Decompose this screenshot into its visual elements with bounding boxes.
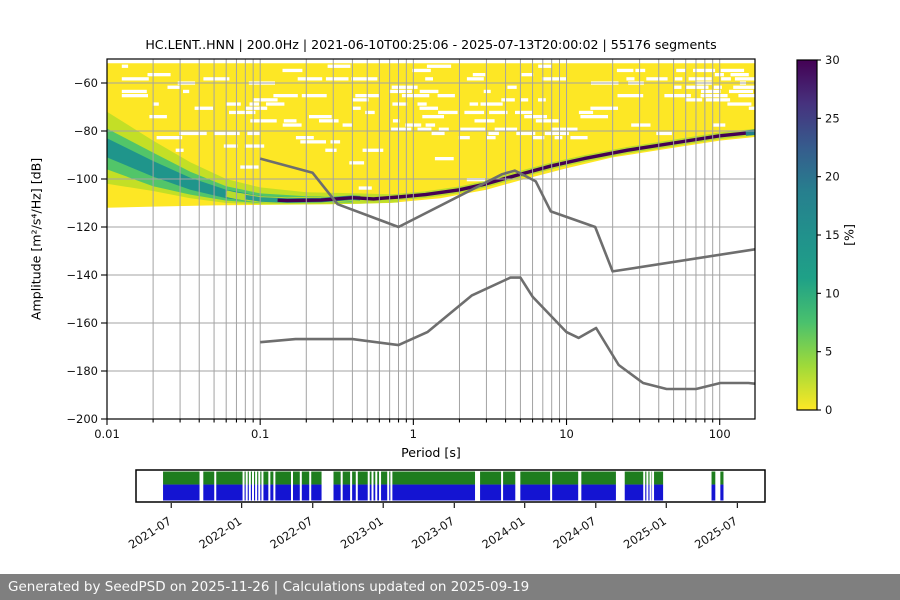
svg-text:1: 1	[410, 427, 417, 441]
colorbar-ticks: 0 5 10 15 20 25 30	[817, 53, 840, 417]
svg-text:2023-01: 2023-01	[338, 514, 386, 552]
svg-text:−140: −140	[66, 268, 98, 282]
svg-text:2025-07: 2025-07	[692, 514, 740, 552]
svg-text:−60: −60	[74, 76, 98, 90]
svg-text:30: 30	[825, 53, 840, 67]
svg-text:100: 100	[709, 427, 731, 441]
svg-text:20: 20	[825, 170, 840, 184]
svg-text:2022-01: 2022-01	[196, 514, 244, 552]
svg-text:2021-07: 2021-07	[126, 514, 174, 552]
footer-bar: Generated by SeedPSD on 2025-11-26 | Cal…	[0, 574, 900, 600]
plot-frame	[106, 58, 756, 420]
y-axis-label: Amplitude [m²/s⁴/Hz] [dB]	[28, 157, 44, 321]
x-axis-label: Period [s]	[401, 445, 461, 460]
svg-text:2025-01: 2025-01	[621, 514, 669, 552]
svg-text:15: 15	[825, 228, 840, 242]
axis-ticks	[101, 82, 721, 425]
gridlines	[107, 59, 755, 419]
colorbar-unit-label: [%]	[841, 224, 857, 246]
svg-text:−180: −180	[66, 364, 98, 378]
svg-text:0.1: 0.1	[251, 427, 269, 441]
svg-text:2023-07: 2023-07	[409, 514, 457, 552]
svg-text:2022-07: 2022-07	[267, 514, 315, 552]
plot-title: HC.LENT..HNN | 200.0Hz | 2021-06-10T00:2…	[145, 37, 717, 52]
svg-text:25: 25	[825, 111, 840, 125]
svg-text:5: 5	[825, 345, 832, 359]
svg-text:−120: −120	[66, 220, 98, 234]
availability-axis: 2021-07 2022-01 2022-07 2023-01 2023-07 2024-…	[126, 503, 740, 552]
svg-text:10: 10	[559, 427, 574, 441]
ppsd-histogram	[107, 63, 755, 208]
svg-text:−160: −160	[66, 316, 98, 330]
availability-bar	[135, 469, 766, 503]
svg-text:0.01: 0.01	[94, 427, 120, 441]
colorbar	[797, 60, 817, 410]
svg-text:2024-07: 2024-07	[550, 514, 598, 552]
svg-text:−200: −200	[66, 412, 98, 426]
svg-text:−100: −100	[66, 172, 98, 186]
noise-model-lines	[259, 157, 756, 391]
svg-text:10: 10	[825, 286, 840, 300]
footer-text: Generated by SeedPSD on 2025-11-26 | Cal…	[8, 579, 530, 595]
svg-text:0: 0	[825, 403, 832, 417]
ppsd-canvas: 0.01 0.1 1 10 100−60−80−100−120−140−160−180−…	[66, 53, 840, 552]
svg-text:−80: −80	[74, 124, 98, 138]
axis-tick-labels: 0.01 0.1 1 10 100 −60 −80 −100 −120 −140 −160 −180 −…	[66, 76, 730, 441]
svg-text:2024-01: 2024-01	[479, 514, 527, 552]
